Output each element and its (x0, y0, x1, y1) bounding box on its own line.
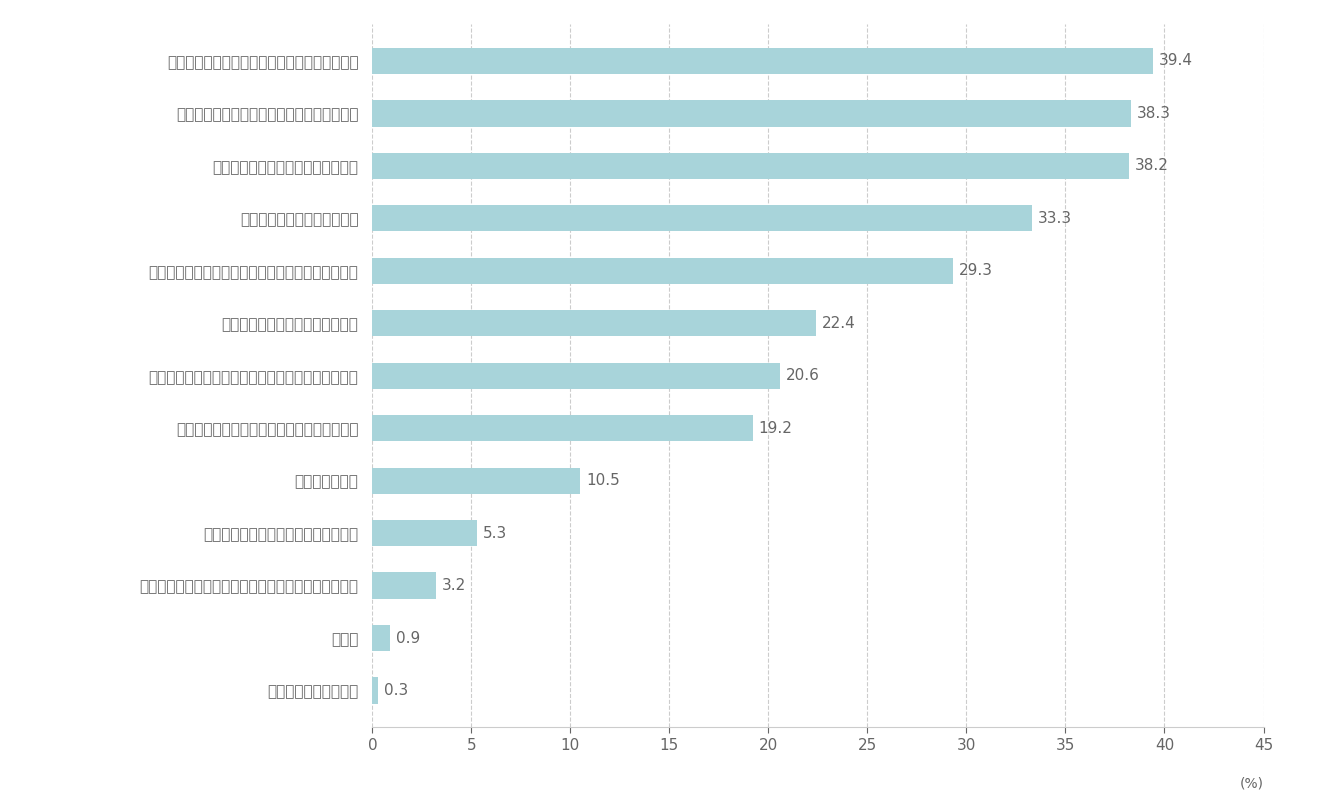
Bar (372, 153, 1129, 179)
Bar (372, 48, 1153, 74)
Bar (372, 310, 817, 336)
Text: 19.2: 19.2 (758, 421, 793, 436)
Text: 38.2: 38.2 (1134, 158, 1169, 174)
Bar (372, 100, 1130, 127)
Bar (372, 258, 952, 284)
Text: 39.4: 39.4 (1158, 53, 1193, 69)
Text: 29.3: 29.3 (959, 263, 992, 278)
Text: 0.3: 0.3 (384, 683, 408, 698)
Text: 10.5: 10.5 (587, 473, 620, 488)
Bar (372, 468, 580, 494)
Text: 3.2: 3.2 (442, 578, 465, 593)
Bar (372, 363, 781, 389)
Text: 0.9: 0.9 (396, 630, 420, 646)
Bar (372, 415, 753, 441)
Text: 20.6: 20.6 (786, 368, 821, 383)
Bar (372, 520, 477, 546)
Text: 38.3: 38.3 (1137, 106, 1170, 121)
Text: 33.3: 33.3 (1037, 211, 1072, 226)
Bar (372, 625, 390, 651)
Text: 5.3: 5.3 (483, 525, 508, 541)
Bar (372, 205, 1032, 231)
Bar (372, 572, 436, 599)
Text: 22.4: 22.4 (822, 316, 855, 330)
Text: (%): (%) (1240, 776, 1264, 790)
Bar (372, 677, 378, 704)
